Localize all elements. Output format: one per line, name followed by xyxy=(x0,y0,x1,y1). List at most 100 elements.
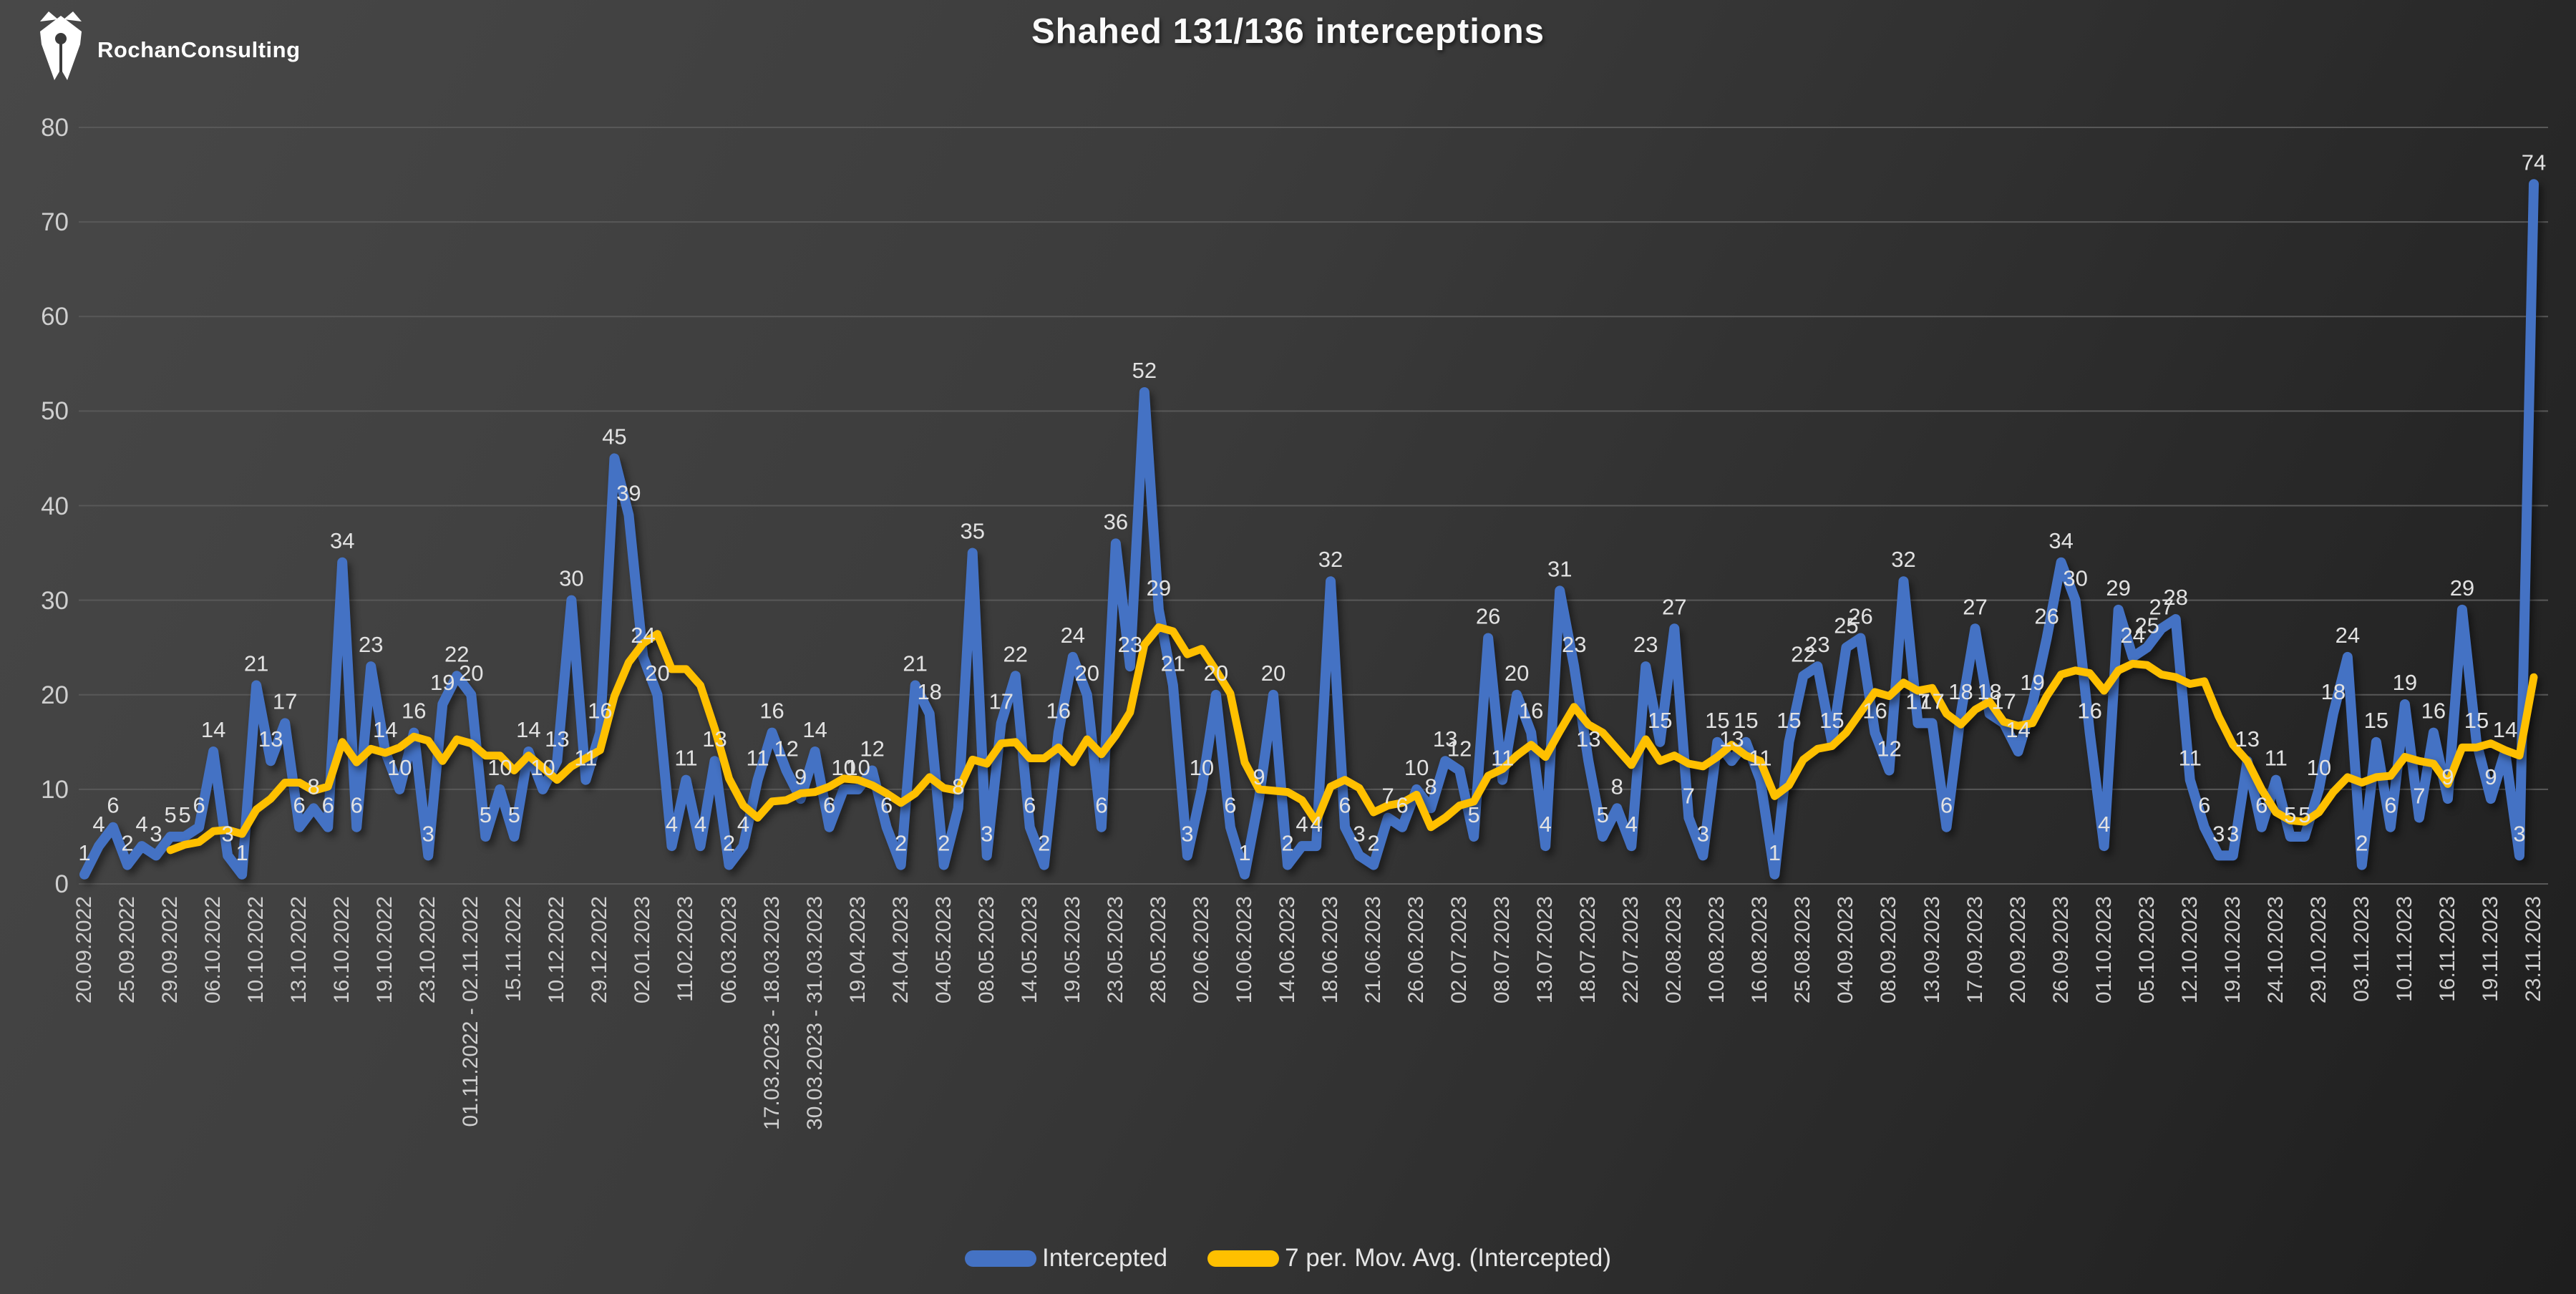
x-tick-label: 11.02.2023 xyxy=(674,896,698,1002)
data-label: 2 xyxy=(1281,831,1293,856)
data-label: 11 xyxy=(2265,746,2288,771)
data-label: 6 xyxy=(1224,793,1236,818)
data-label: 20 xyxy=(1505,661,1529,686)
data-label: 4 xyxy=(1540,812,1552,837)
data-label: 20 xyxy=(459,661,483,686)
data-label: 15 xyxy=(2464,708,2489,733)
data-label: 19 xyxy=(2393,670,2417,695)
data-label: 15 xyxy=(1648,708,1672,733)
legend-label-intercepted: Intercepted xyxy=(1041,1244,1168,1272)
y-tick-label-50: 50 xyxy=(41,397,69,426)
data-label: 3 xyxy=(2227,821,2239,846)
x-tick-label: 19.05.2023 xyxy=(1060,896,1084,1004)
data-label: 2 xyxy=(1367,831,1379,856)
data-label: 23 xyxy=(1118,632,1142,657)
data-label: 9 xyxy=(794,764,807,789)
data-label: 22 xyxy=(1003,641,1028,666)
x-tick-label: 19.11.2023 xyxy=(2478,896,2502,1002)
data-label: 6 xyxy=(322,793,334,818)
series-moving-average-line xyxy=(166,623,2538,855)
data-label: 4 xyxy=(694,812,706,837)
x-tick-label: 08.07.2023 xyxy=(1490,896,1515,1004)
data-label: 8 xyxy=(308,774,320,799)
data-label: 11 xyxy=(574,746,597,771)
data-label: 3 xyxy=(2513,821,2525,846)
data-label: 19 xyxy=(430,670,455,695)
data-label: 2 xyxy=(895,831,907,856)
data-label: 13 xyxy=(2235,726,2260,751)
data-label: 2 xyxy=(938,831,950,856)
data-label: 26 xyxy=(2034,603,2059,628)
data-label: 45 xyxy=(602,424,626,449)
x-tick-label: 08.05.2023 xyxy=(974,896,998,1004)
x-tick-label: 13.10.2022 xyxy=(287,896,311,1004)
data-label: 9 xyxy=(2484,764,2497,789)
data-label: 30 xyxy=(2063,566,2087,591)
data-label: 3 xyxy=(2212,821,2225,846)
data-label: 6 xyxy=(1940,793,1953,818)
data-label: 4 xyxy=(1625,812,1638,837)
legend-entry-moving-average[interactable]: 7 per. Mov. Avg. (Intercepted) xyxy=(1207,1244,1611,1273)
data-label: 17 xyxy=(1905,689,1930,714)
data-label: 6 xyxy=(351,793,363,818)
data-label: 29 xyxy=(1147,575,1171,600)
data-label: 27 xyxy=(1662,594,1686,619)
data-label: 13 xyxy=(258,726,283,751)
data-label: 1 xyxy=(236,840,248,865)
x-tick-label: 29.12.2022 xyxy=(588,896,612,1004)
data-label: 11 xyxy=(2179,746,2202,771)
data-label: 6 xyxy=(293,793,306,818)
data-label: 2 xyxy=(2356,831,2368,856)
x-tick-label: 30.03.2023 - 31.03.2023 xyxy=(802,896,827,1130)
data-label: 5 xyxy=(1468,802,1480,827)
x-tick-label: 16.08.2023 xyxy=(1748,896,1772,1004)
data-label: 13 xyxy=(1576,726,1600,751)
data-label: 21 xyxy=(903,651,927,676)
data-label: 14 xyxy=(373,717,397,742)
x-tick-label: 04.09.2023 xyxy=(1834,896,1858,1004)
data-label: 1 xyxy=(1238,840,1250,865)
x-tick-label: 13.07.2023 xyxy=(1533,896,1557,1004)
x-tick-label: 02.08.2023 xyxy=(1662,896,1686,1004)
data-label: 35 xyxy=(960,519,984,544)
data-label: 10 xyxy=(831,755,855,780)
data-label: 15 xyxy=(1705,708,1729,733)
data-label: 11 xyxy=(674,746,697,771)
data-label: 24 xyxy=(2120,623,2144,648)
x-tick-label: 19.10.2023 xyxy=(2220,896,2245,1004)
data-label: 17 xyxy=(989,689,1014,714)
data-label: 1 xyxy=(78,840,90,865)
data-label: 24 xyxy=(631,623,655,648)
y-tick-label-80: 80 xyxy=(41,114,69,142)
data-label: 4 xyxy=(666,812,678,837)
data-label: 3 xyxy=(1697,821,1709,846)
data-label: 6 xyxy=(193,793,205,818)
data-label: 4 xyxy=(92,812,105,837)
x-tick-label: 29.09.2022 xyxy=(158,896,183,1004)
data-label: 34 xyxy=(330,528,354,553)
data-label: 39 xyxy=(616,481,641,506)
x-tick-label: 16.10.2022 xyxy=(330,896,354,1004)
data-label: 6 xyxy=(1024,793,1036,818)
data-label: 14 xyxy=(802,717,827,742)
data-label: 15 xyxy=(2364,708,2388,733)
data-label: 11 xyxy=(1749,746,1771,771)
x-tick-label: 19.10.2022 xyxy=(373,896,397,1004)
data-label: 2 xyxy=(1038,831,1050,856)
data-label: 16 xyxy=(2421,699,2446,724)
data-label: 4 xyxy=(1310,812,1322,837)
data-label: 14 xyxy=(516,717,540,742)
data-label: 27 xyxy=(2149,594,2173,619)
data-label: 7 xyxy=(2413,784,2425,809)
data-label: 10 xyxy=(487,755,512,780)
data-label: 29 xyxy=(2450,575,2474,600)
data-label: 16 xyxy=(1046,699,1071,724)
x-tick-label: 17.09.2023 xyxy=(1963,896,1987,1004)
data-label: 3 xyxy=(150,821,162,846)
data-label: 3 xyxy=(981,821,993,846)
data-label: 9 xyxy=(2441,764,2454,789)
data-label: 15 xyxy=(1777,708,1801,733)
legend-entry-intercepted[interactable]: Intercepted xyxy=(964,1244,1168,1273)
x-tick-label: 17.03.2023 - 18.03.2023 xyxy=(759,896,784,1130)
data-label: 29 xyxy=(2106,575,2130,600)
